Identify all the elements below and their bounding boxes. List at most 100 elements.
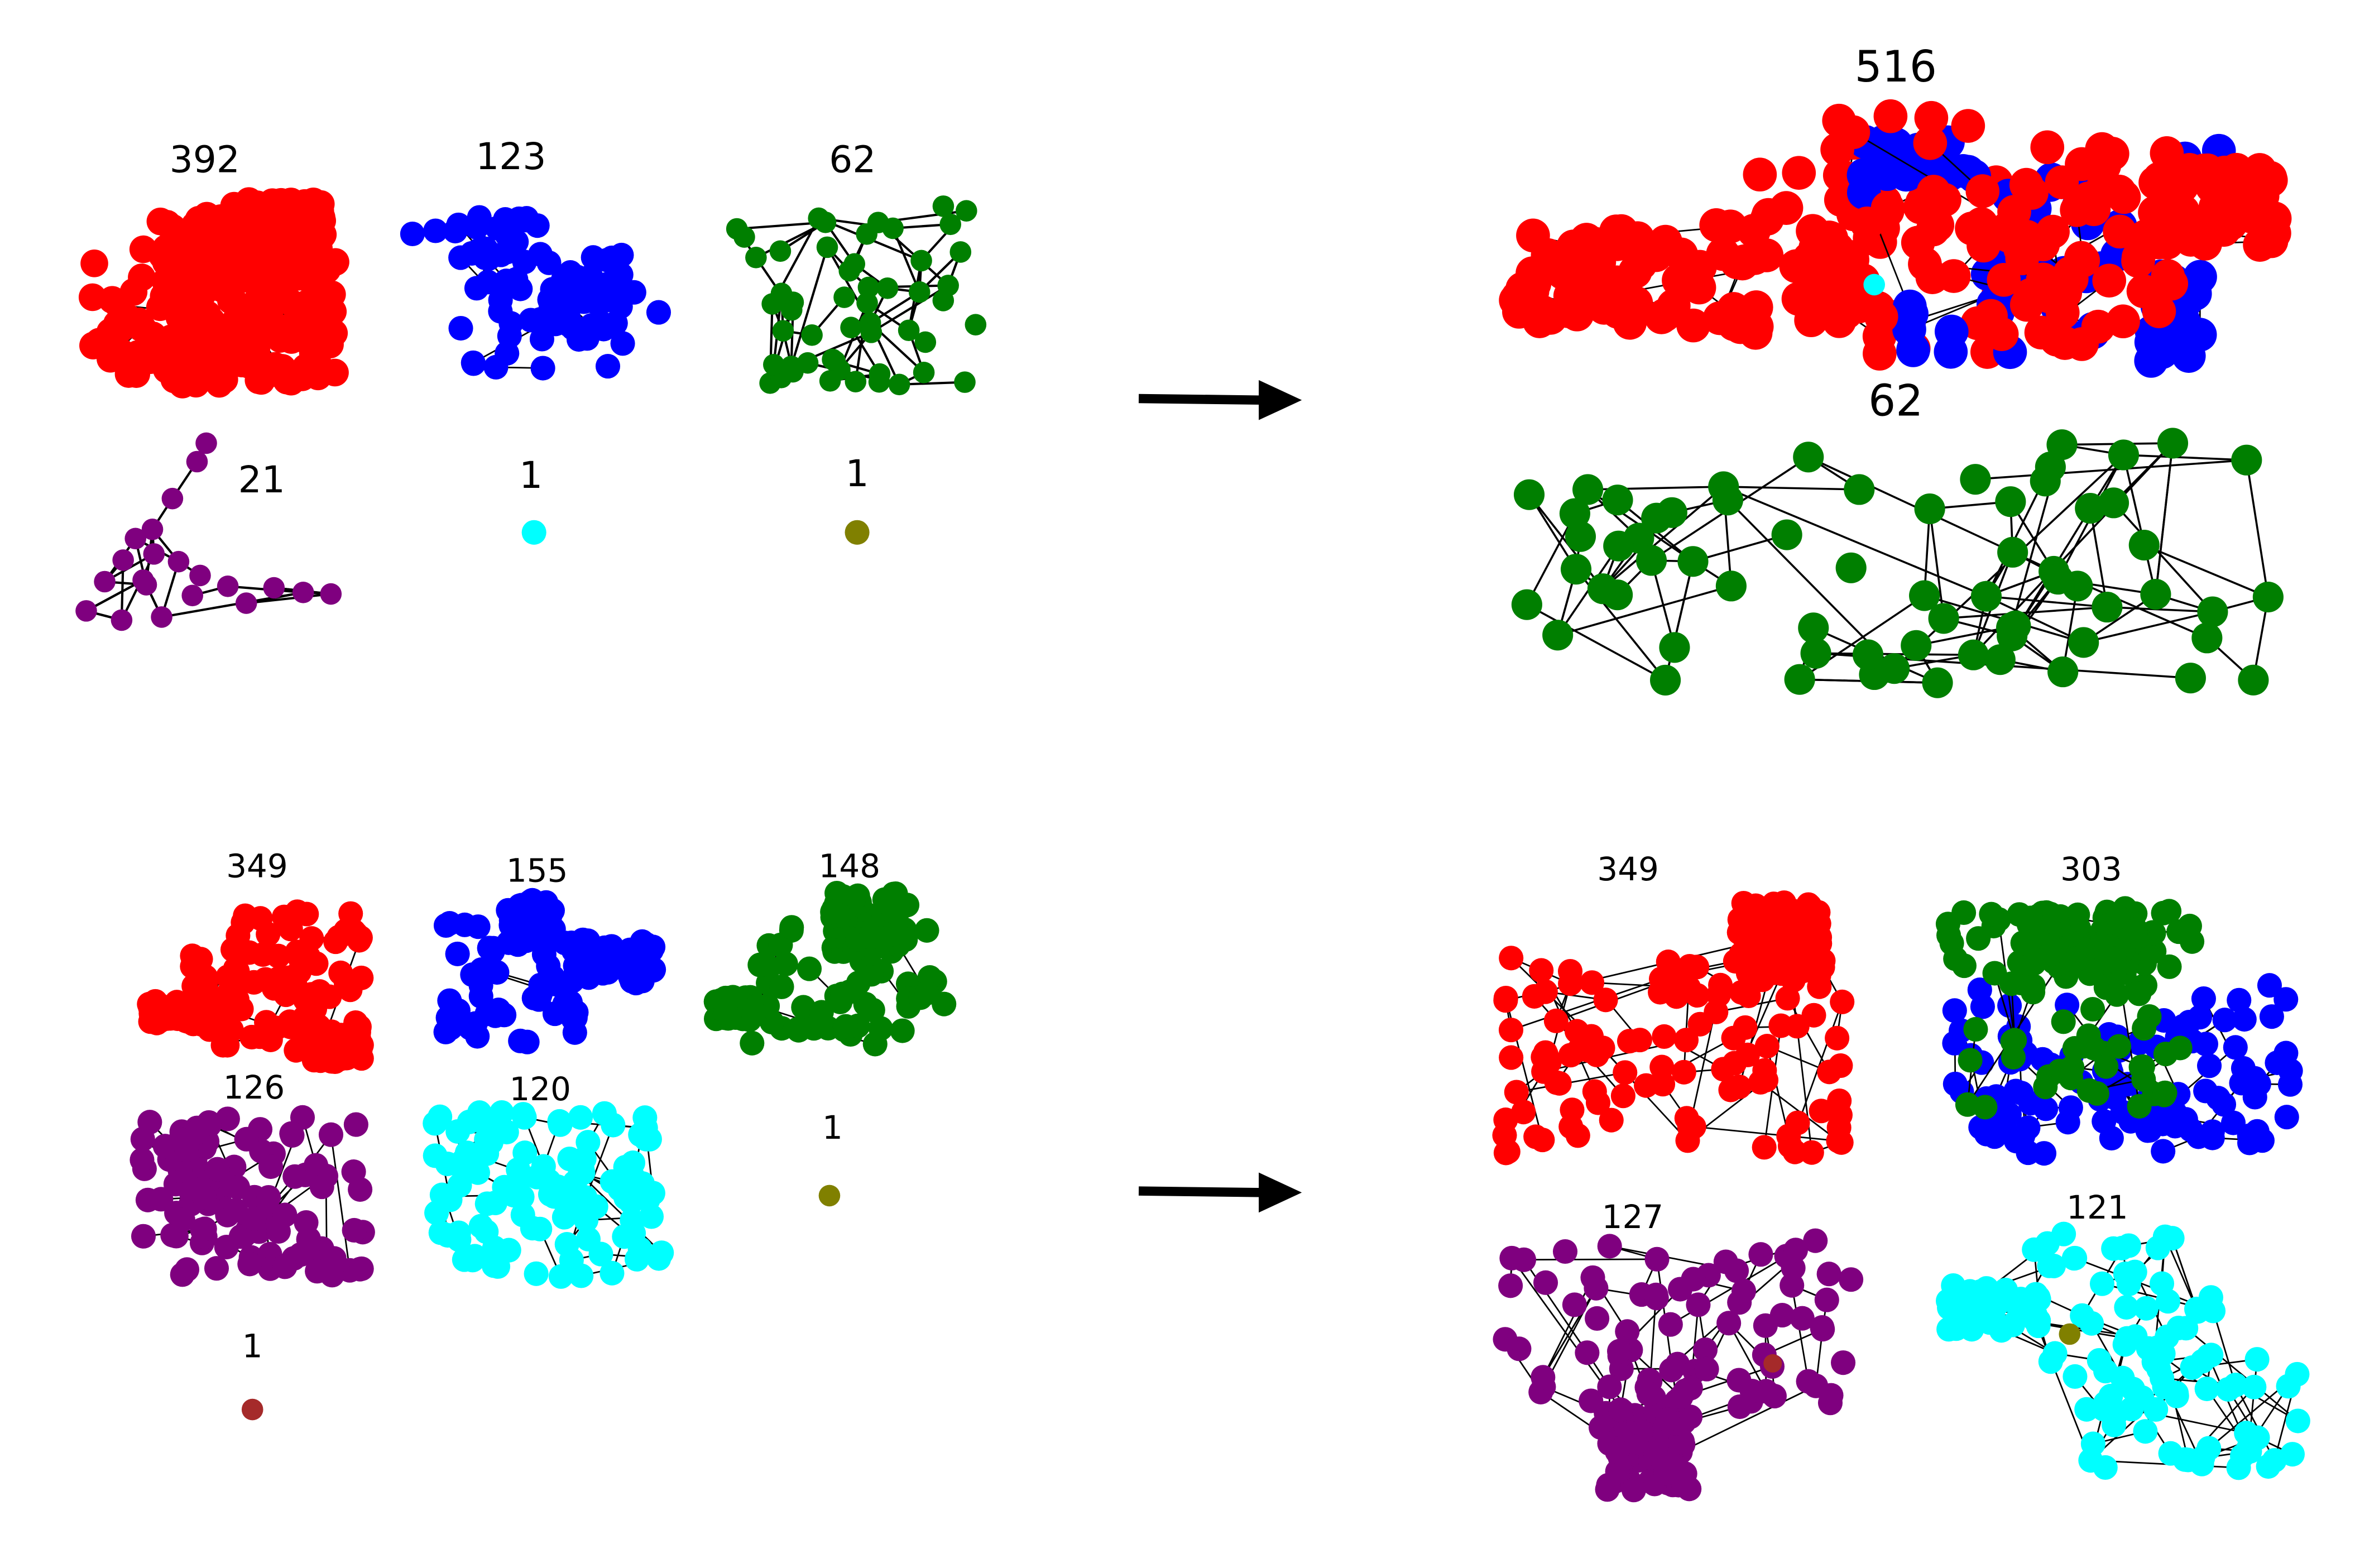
graph-node — [2080, 1431, 2105, 1456]
graph-node — [1617, 1029, 1642, 1054]
graph-node — [512, 1140, 538, 1166]
graph-edge — [1723, 486, 1859, 491]
graph-node — [1493, 1327, 1518, 1352]
graph-node — [1602, 579, 1633, 611]
graph-node — [1659, 1358, 1684, 1383]
graph-node — [2133, 1296, 2159, 1321]
graph-node — [2070, 1303, 2095, 1328]
graph-edge — [1542, 1288, 1597, 1378]
graph-node — [190, 1217, 215, 1242]
graph-node — [564, 265, 589, 290]
graph-node — [588, 1241, 613, 1267]
graph-node — [1677, 546, 1709, 577]
graph-edge — [2034, 1320, 2092, 1461]
graph-node — [1743, 157, 1777, 192]
graph-node — [219, 237, 248, 265]
graph-node — [2152, 1374, 2177, 1399]
graph-node — [1685, 955, 1710, 980]
graph-node — [1958, 639, 1989, 670]
graph-node — [285, 939, 310, 965]
graph-edge — [1728, 1322, 1767, 1392]
graph-node — [223, 1198, 248, 1223]
graph-node — [1997, 536, 2028, 568]
graph-node — [514, 208, 539, 233]
graph-node — [2108, 439, 2140, 471]
graph-node — [1801, 948, 1826, 974]
graph-node — [564, 1000, 589, 1025]
graph-node — [343, 1112, 368, 1137]
graph-node — [129, 1147, 155, 1173]
graph-node — [2212, 1008, 2237, 1033]
graph-node — [833, 1014, 858, 1039]
graph-node — [328, 960, 353, 985]
graph-node — [2037, 1253, 2062, 1278]
cluster-ba-bluegreen-green — [1935, 896, 2205, 1120]
cluster-ba-cyan-olive — [2059, 1323, 2081, 1345]
graph-node — [235, 343, 263, 372]
graph-node — [2092, 592, 2123, 623]
graph-node — [2197, 596, 2228, 627]
graph-node — [225, 959, 250, 984]
graph-node — [2151, 1139, 2176, 1164]
cluster-label-b-green: 148 — [819, 847, 880, 885]
graph-node — [1498, 1273, 1523, 1298]
graph-node — [299, 982, 324, 1007]
graph-node — [205, 1157, 230, 1182]
cluster-label-t-green: 62 — [829, 138, 876, 181]
graph-node — [1543, 1008, 1569, 1033]
graph-node — [1936, 259, 1971, 293]
graph-node — [1825, 1025, 1850, 1051]
graph-node — [181, 584, 204, 607]
graph-node — [1970, 994, 1995, 1019]
graph-node — [1621, 1478, 1647, 1503]
graph-node — [111, 609, 133, 631]
graph-node — [1655, 1407, 1680, 1432]
graph-node — [292, 582, 314, 603]
graph-node — [1597, 1374, 1622, 1399]
graph-node — [1979, 902, 2004, 927]
graph-node — [2068, 627, 2099, 658]
graph-node — [955, 200, 977, 222]
graph-node — [801, 324, 823, 346]
graph-edge — [1510, 978, 1662, 1031]
graph-node — [492, 1003, 517, 1028]
graph-node — [530, 356, 555, 381]
graph-node — [1656, 950, 1681, 975]
graph-node — [2196, 1436, 2222, 1461]
graph-node — [1783, 1238, 1809, 1263]
graph-node — [296, 1227, 321, 1252]
graph-node — [1827, 1088, 1852, 1114]
graph-node — [128, 263, 156, 291]
graph-node — [461, 350, 486, 375]
graph-node — [1914, 493, 1945, 525]
graph-node — [2018, 905, 2043, 931]
graph-node — [2133, 1419, 2158, 1444]
graph-node — [1533, 1270, 1558, 1295]
graph-node — [595, 287, 621, 313]
graph-node — [1870, 191, 1905, 225]
graph-node — [2075, 492, 2106, 524]
graph-node — [1615, 1319, 1640, 1344]
graph-node — [1686, 1292, 1711, 1317]
graph-node — [460, 1248, 485, 1273]
graph-node — [2265, 1050, 2290, 1075]
graph-node — [1999, 971, 2024, 996]
graph-node — [816, 236, 838, 258]
graph-node — [2151, 900, 2176, 926]
graph-node — [258, 1154, 284, 1179]
graph-node — [2051, 1009, 2076, 1034]
graph-node — [2127, 1094, 2152, 1119]
graph-node — [2259, 1004, 2284, 1029]
graph-node — [202, 1008, 227, 1033]
graph-node — [1987, 262, 2021, 297]
graph-node — [2177, 913, 2202, 939]
graph-node — [488, 287, 513, 313]
graph-node — [2175, 663, 2206, 694]
graph-node — [75, 600, 97, 622]
graph-node — [733, 226, 755, 248]
graph-node — [473, 245, 498, 270]
graph-node — [2132, 1016, 2157, 1041]
graph-node — [1965, 174, 2000, 208]
graph-node — [818, 1185, 841, 1207]
graph-node — [1763, 1354, 1782, 1373]
